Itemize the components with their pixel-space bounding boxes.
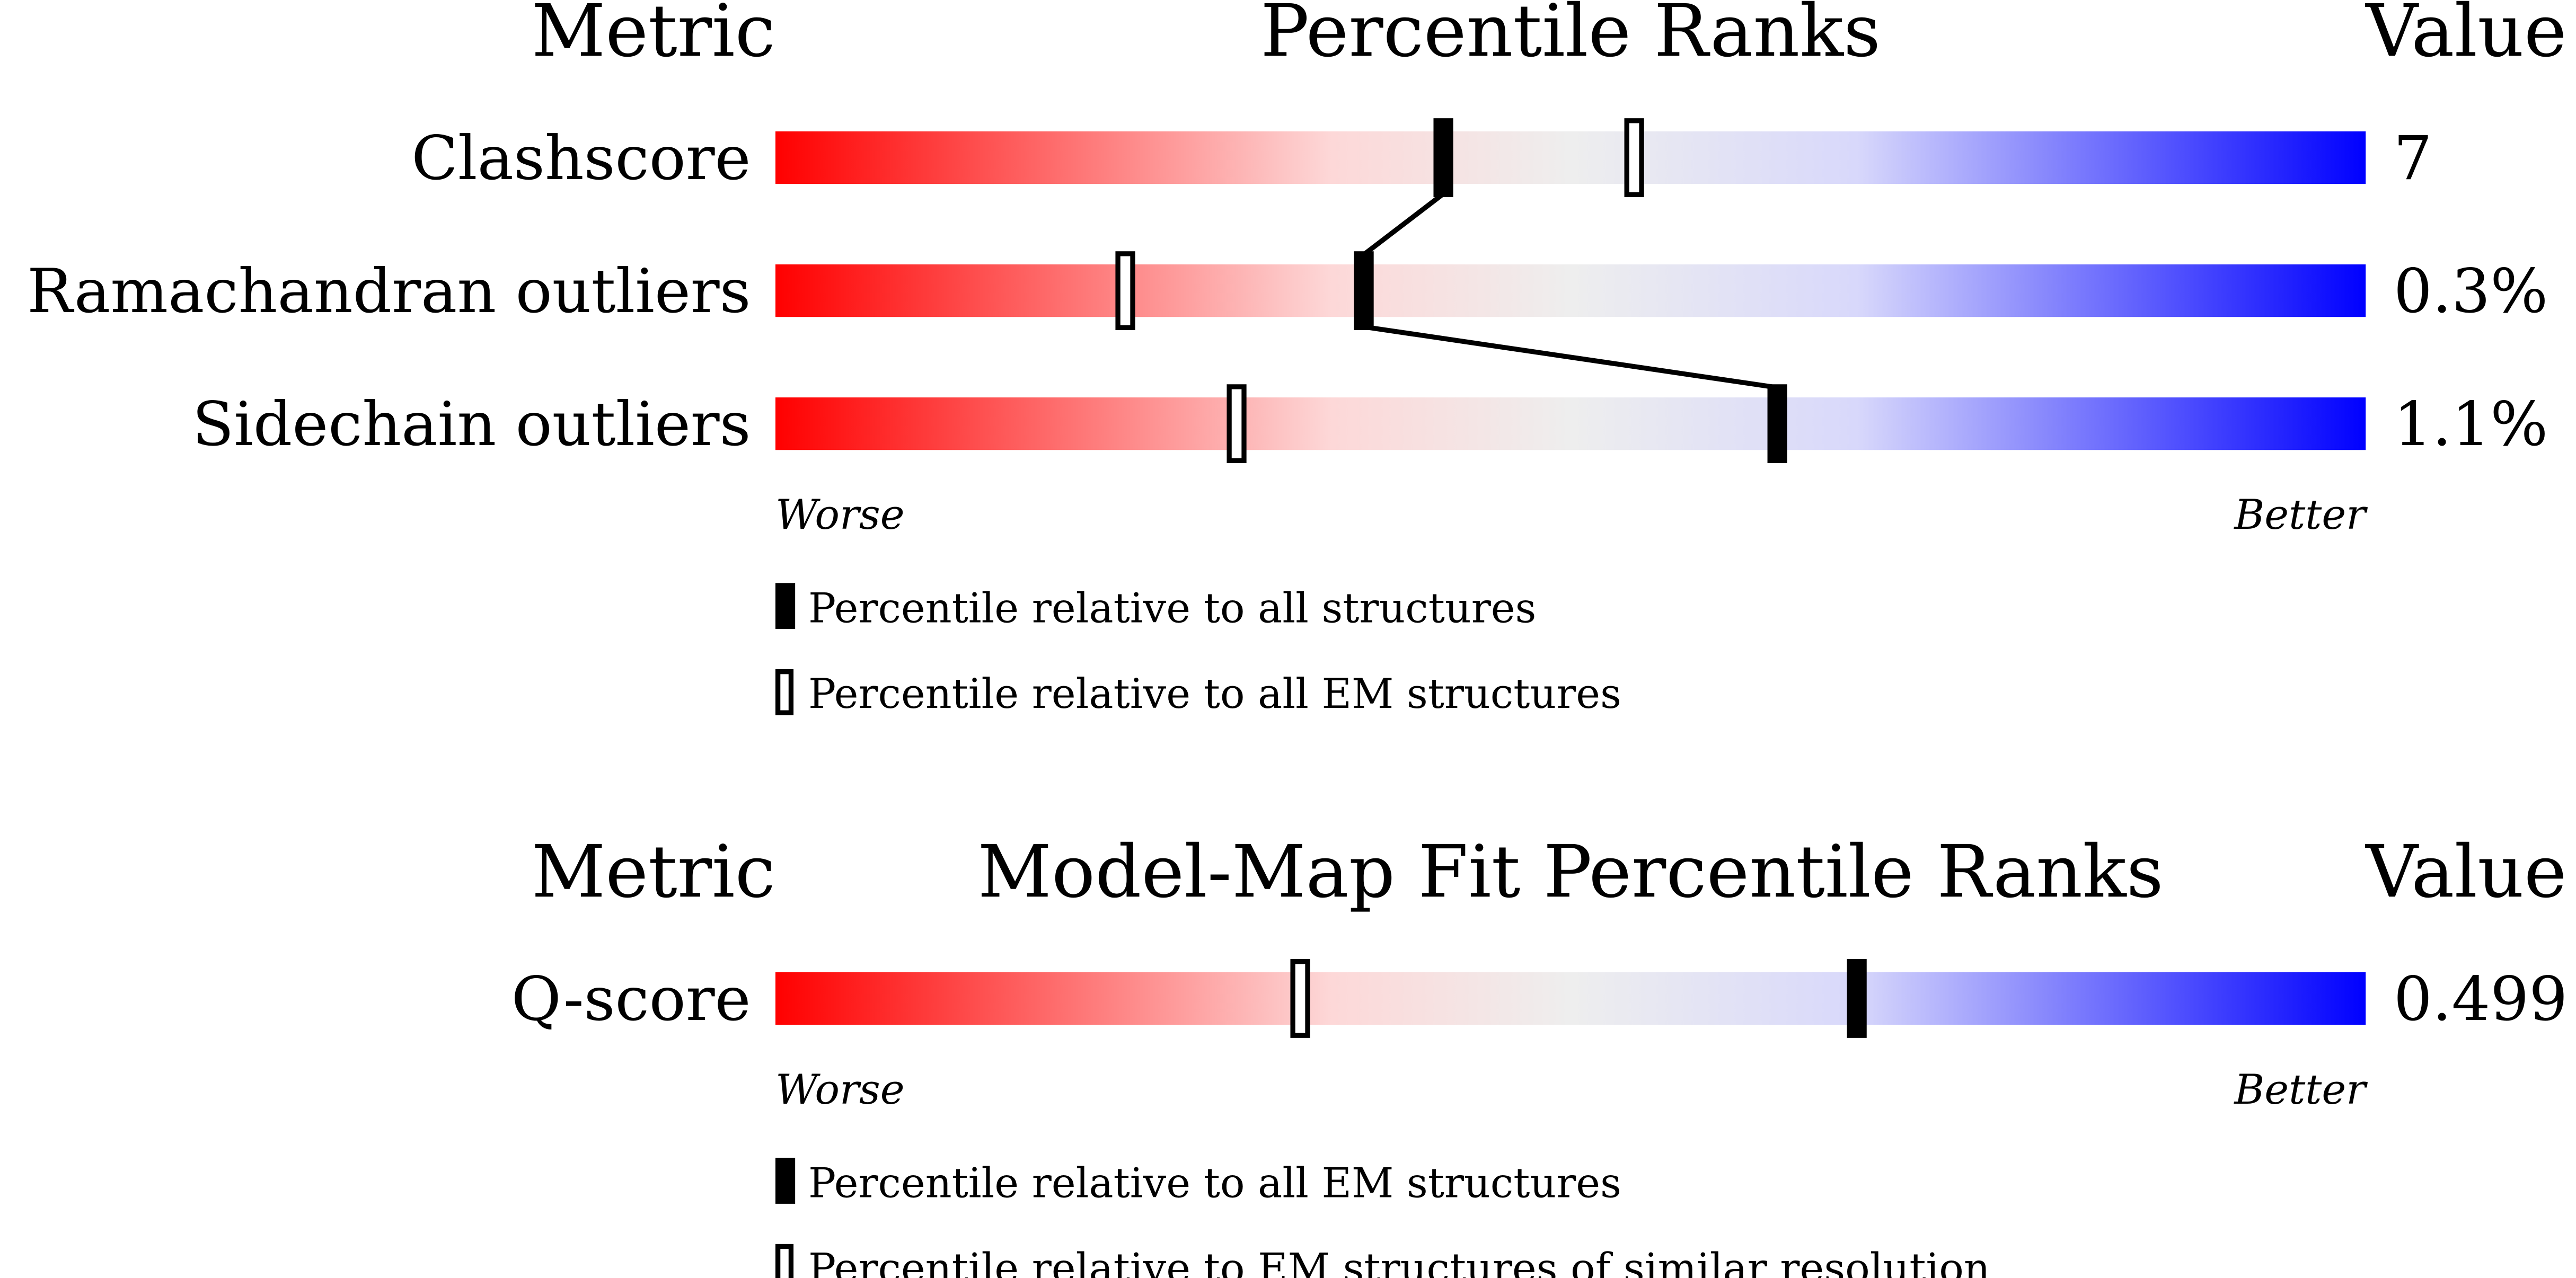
metric-value: 0.3% — [2394, 256, 2548, 327]
legend-label: Percentile relative to all structures — [808, 585, 1536, 633]
percentile-marker-filled — [1354, 251, 1374, 330]
percentile-bar — [775, 264, 2366, 317]
worse-label: Worse — [775, 491, 905, 539]
legend-label: Percentile relative to all EM structures — [808, 1160, 1621, 1208]
legend-marker-filled — [775, 1158, 796, 1204]
header-value: Value — [2365, 0, 2566, 73]
header-title: Model-Map Fit Percentile Ranks — [977, 830, 2163, 914]
header-title: Percentile Ranks — [1260, 0, 1881, 73]
legend-label: Percentile relative to EM structures of … — [808, 1245, 1990, 1278]
metric-value: 0.499 — [2394, 964, 2568, 1035]
percentile-marker-filled — [1847, 959, 1867, 1038]
connector-line — [1363, 324, 1778, 390]
percentile-marker-open — [1115, 251, 1135, 330]
metric-label: Sidechain outliers — [192, 389, 751, 460]
metric-value: 1.1% — [2394, 389, 2548, 460]
percentile-bar — [775, 397, 2366, 450]
metric-value: 7 — [2394, 123, 2432, 194]
legend-marker-filled — [775, 583, 796, 629]
header-metric: Metric — [532, 0, 775, 73]
metric-label: Ramachandran outliers — [27, 256, 751, 327]
legend-marker-open — [775, 1244, 794, 1278]
percentile-bar — [775, 131, 2366, 184]
metric-label: Q-score — [511, 964, 751, 1035]
percentile-marker-filled — [1767, 384, 1787, 464]
connector-line — [1362, 192, 1445, 257]
legend-label: Percentile relative to all EM structures — [808, 670, 1621, 718]
header-value: Value — [2365, 830, 2566, 914]
better-label: Better — [2233, 1066, 2368, 1114]
percentile-marker-open — [1227, 384, 1247, 464]
percentile-marker-open — [1624, 118, 1644, 197]
metric-label: Clashscore — [411, 123, 751, 194]
percentile-marker-open — [1290, 959, 1310, 1038]
legend-marker-open — [775, 669, 794, 715]
percentile-marker-filled — [1433, 118, 1453, 197]
percentile-bar — [775, 972, 2366, 1025]
worse-label: Worse — [775, 1066, 905, 1114]
header-metric: Metric — [532, 830, 775, 914]
better-label: Better — [2233, 491, 2368, 539]
